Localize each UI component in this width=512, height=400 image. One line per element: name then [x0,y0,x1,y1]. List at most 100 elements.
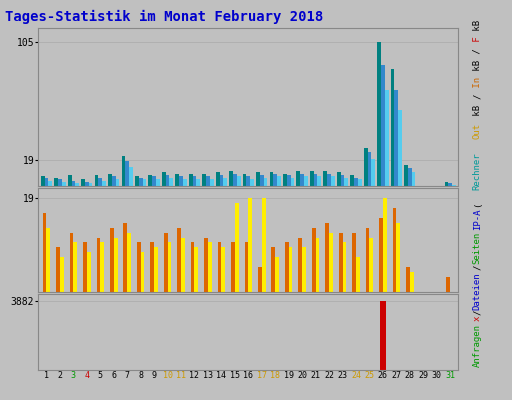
Bar [296,171,300,186]
Bar [289,248,292,292]
Bar [304,176,308,186]
Bar [271,248,275,292]
Bar [112,176,116,186]
Bar [324,171,327,186]
Bar [87,252,91,292]
Bar [108,174,112,186]
Bar [95,175,98,186]
Text: In: In [473,77,482,93]
Bar [340,175,345,186]
Bar [370,238,373,292]
Bar [97,238,100,292]
Bar [206,176,210,186]
Text: x: x [473,316,482,321]
Bar [391,69,394,186]
Bar [166,175,169,186]
Bar [167,242,172,292]
Text: Seiten: Seiten [473,232,482,264]
Bar [368,152,371,186]
Bar [329,232,333,292]
Bar [221,248,225,292]
Bar [283,174,287,186]
Bar [129,167,133,186]
Bar [277,176,281,186]
Bar [317,176,321,186]
Bar [58,179,62,186]
Bar [208,242,212,292]
Bar [151,242,154,292]
Bar [444,182,449,186]
Bar [204,238,208,292]
Bar [73,242,77,292]
Bar [314,174,317,186]
Text: Dateien: Dateien [473,272,482,310]
Bar [262,198,266,292]
Bar [70,232,73,292]
Bar [243,174,246,186]
Bar [89,183,93,186]
Bar [331,176,335,186]
Bar [223,178,227,186]
Text: kB: kB [473,100,482,122]
Bar [248,198,252,292]
Bar [75,183,79,186]
Bar [47,228,50,292]
Bar [164,232,167,292]
Bar [183,179,187,186]
Text: Rechner: Rechner [473,152,482,190]
Bar [229,171,233,186]
Bar [152,176,156,186]
Text: /: / [473,93,482,99]
Bar [377,42,381,186]
Bar [127,232,131,292]
Bar [366,228,370,292]
Bar [72,180,75,186]
Bar [358,179,361,186]
Bar [256,172,260,186]
Bar [110,228,114,292]
Bar [408,168,412,186]
Bar [114,238,118,292]
Bar [310,171,314,186]
Bar [68,175,72,186]
Text: Tages-Statistik im Monat February 2018: Tages-Statistik im Monat February 2018 [5,10,324,24]
Bar [337,172,340,186]
Bar [379,301,386,370]
Bar [123,223,127,292]
Bar [396,223,400,292]
Text: kB: kB [473,60,482,76]
Bar [412,172,415,186]
Bar [381,65,385,186]
Bar [235,203,239,292]
Bar [446,277,450,292]
Bar [393,208,396,292]
Bar [258,267,262,292]
Bar [264,178,267,186]
Bar [291,178,294,186]
Bar [177,228,181,292]
Bar [270,172,273,186]
Bar [154,248,158,292]
Bar [56,248,60,292]
Bar [379,218,383,292]
Bar [216,172,220,186]
Bar [287,175,291,186]
Bar [312,228,315,292]
Bar [60,257,63,292]
Bar [398,110,402,186]
Bar [449,183,452,186]
Text: /: / [473,310,482,315]
Bar [54,178,58,186]
Bar [394,90,398,186]
Bar [300,174,304,186]
Bar [41,176,45,186]
Bar [327,174,331,186]
Text: (: ( [473,202,482,207]
Bar [325,223,329,292]
Bar [245,242,248,292]
Bar [210,179,214,186]
Bar [45,178,48,186]
Bar [352,232,356,292]
Bar [197,179,200,186]
Bar [141,252,144,292]
